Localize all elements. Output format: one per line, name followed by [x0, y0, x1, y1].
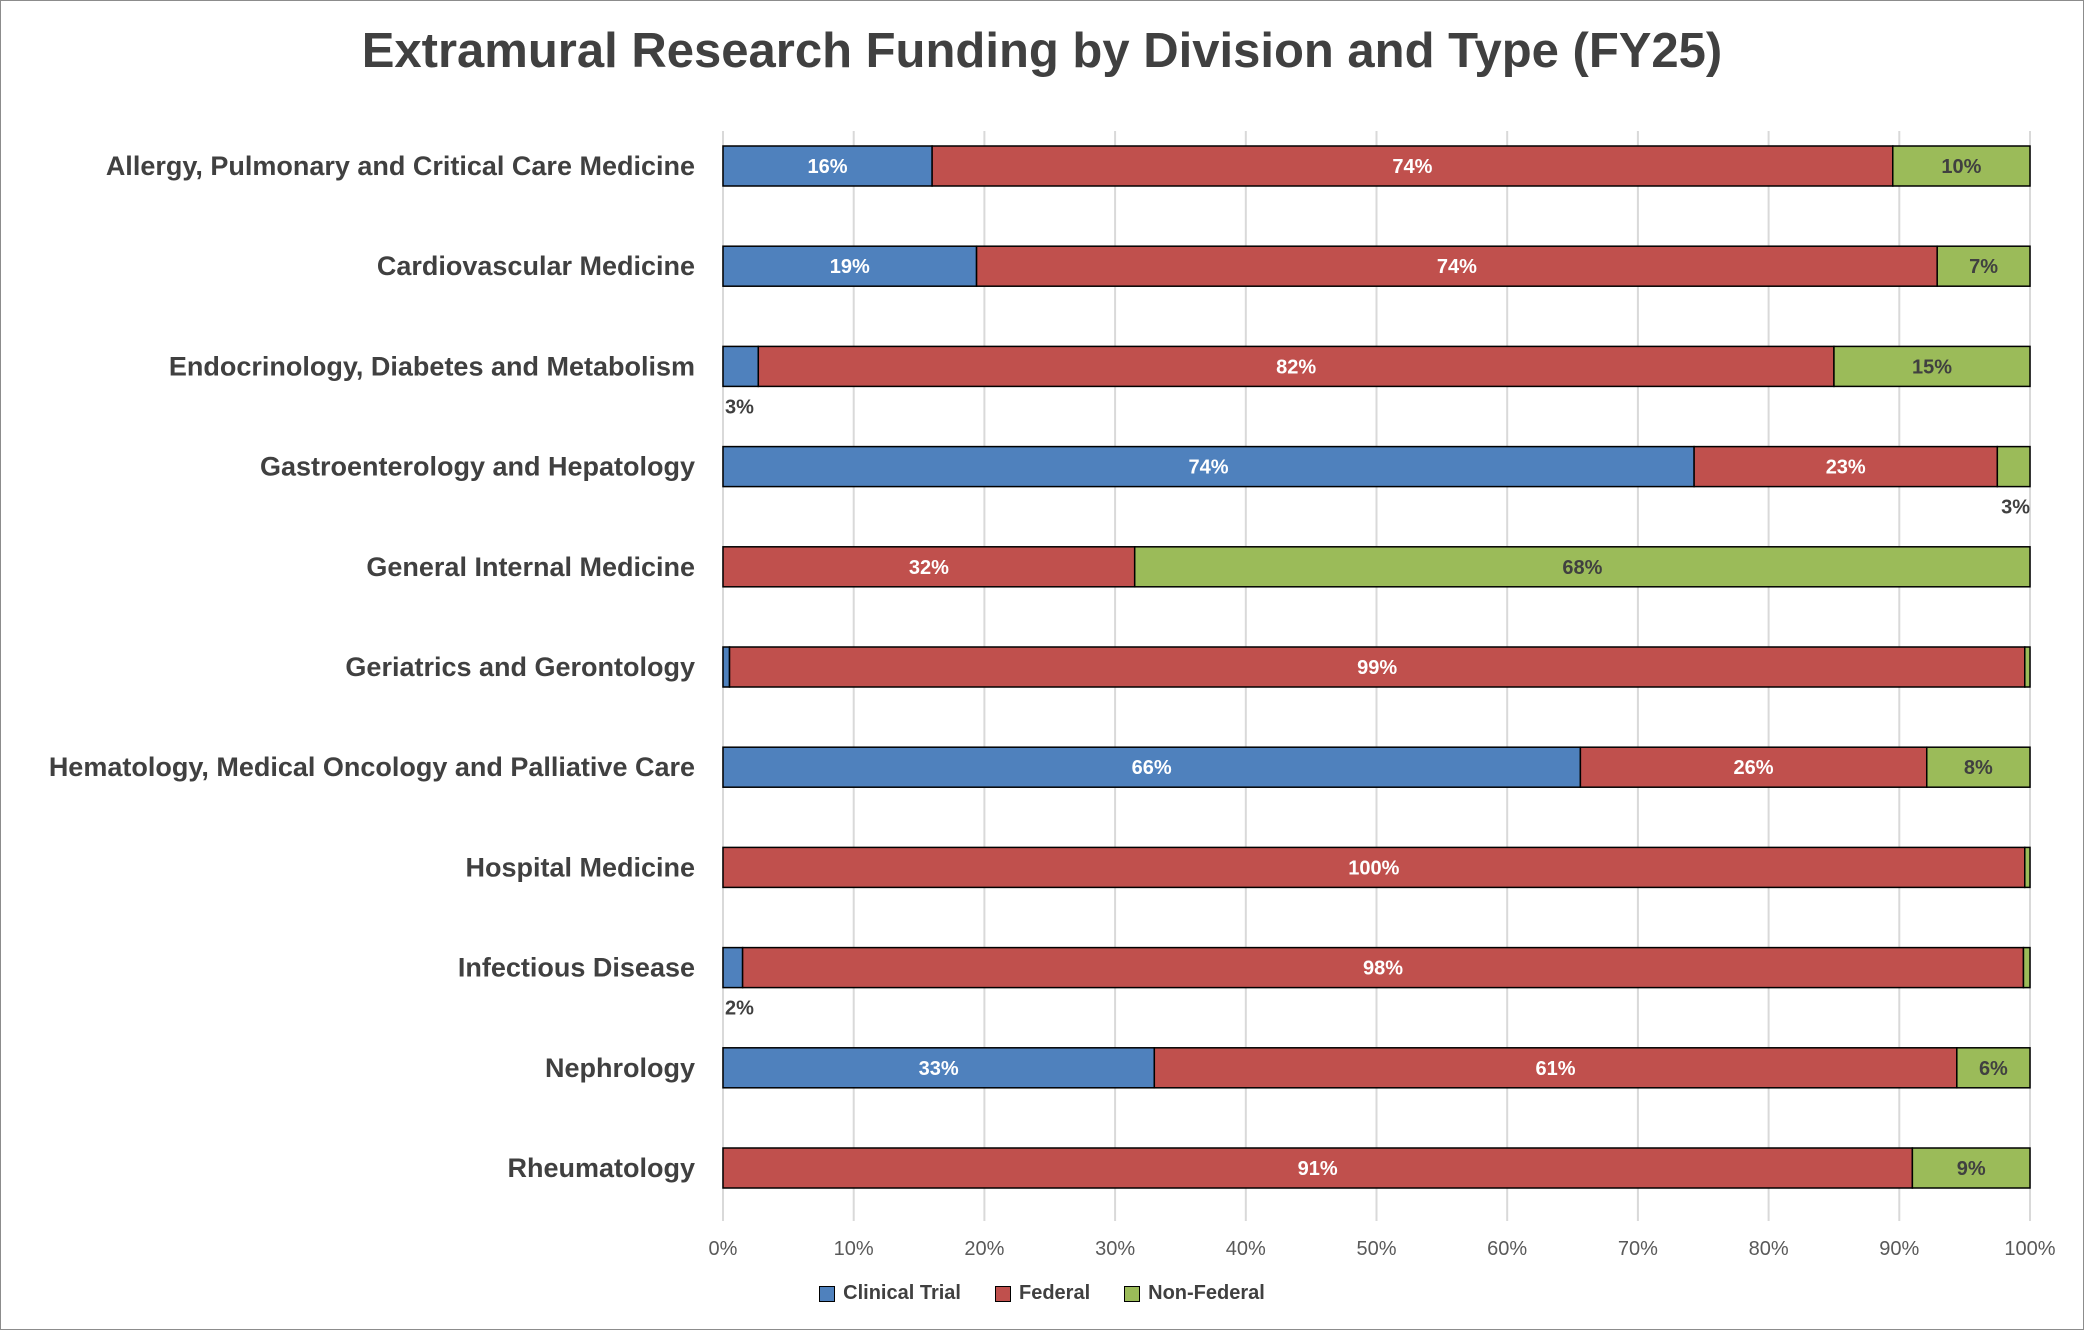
x-tick-label: 10% — [834, 1238, 874, 1260]
data-label: 33% — [919, 1058, 959, 1080]
bar-segment-federal — [722, 846, 2026, 889]
bar-segment-federal — [722, 546, 1136, 588]
x-tick-label: 80% — [1749, 1238, 1789, 1260]
x-tick-label: 0% — [709, 1238, 738, 1260]
category-label: Allergy, Pulmonary and Critical Care Med… — [106, 151, 695, 181]
data-label: 9% — [1957, 1158, 1986, 1180]
legend-label: Federal — [1018, 1282, 1091, 1304]
legend-item: Federal — [994, 1282, 1091, 1305]
data-label: 82% — [1276, 356, 1316, 378]
bar-segment-federal — [1693, 445, 1999, 488]
data-label: 91% — [1298, 1158, 1338, 1180]
legend-swatch — [1124, 1285, 1141, 1302]
data-label: 74% — [1392, 156, 1432, 178]
bar-segment-federal — [741, 946, 2025, 989]
data-label: 3% — [725, 396, 754, 418]
category-label: Infectious Disease — [458, 953, 695, 983]
data-label: 2% — [725, 998, 754, 1020]
x-tick-label: 60% — [1487, 1238, 1527, 1260]
x-tick-label: 30% — [1095, 1238, 1135, 1260]
category-label: Endocrinology, Diabetes and Metabolism — [169, 351, 695, 381]
data-label: 74% — [1189, 457, 1229, 479]
x-tick-label: 50% — [1356, 1238, 1396, 1260]
x-tick-label: 70% — [1618, 1238, 1658, 1260]
data-label: 10% — [1941, 156, 1981, 178]
bar-segment-non-federal — [1925, 746, 2031, 788]
bar-segment-non-federal — [1892, 145, 2031, 187]
legend: Clinical Trial Federal Non-Federal — [1, 1282, 2083, 1305]
category-label: Nephrology — [545, 1053, 695, 1083]
bar-segment-non-federal — [2024, 646, 2031, 688]
category-label: Geriatrics and Gerontology — [345, 652, 695, 682]
data-label: 8% — [1964, 757, 1993, 779]
chart-title: Extramural Research Funding by Division … — [361, 24, 1723, 78]
data-label: 26% — [1734, 757, 1774, 779]
category-label: Gastroenterology and Hepatology — [260, 452, 695, 482]
data-label: 15% — [1912, 356, 1952, 378]
bar-segment-non-federal — [1956, 1047, 2031, 1089]
bar-segment-non-federal — [1911, 1147, 2031, 1189]
data-label: 23% — [1826, 457, 1866, 479]
legend-item: Non-Federal — [1124, 1282, 1265, 1305]
x-tick-label: 40% — [1226, 1238, 1266, 1260]
data-label: 19% — [830, 256, 870, 278]
category-label: Hospital Medicine — [465, 852, 695, 882]
legend-item: Clinical Trial — [819, 1282, 961, 1305]
bar-segment-non-federal — [2024, 846, 2031, 889]
data-label: 16% — [808, 156, 848, 178]
data-label: 6% — [1979, 1058, 2008, 1080]
x-tick-label: 90% — [1879, 1238, 1919, 1260]
legend-label: Clinical Trial — [843, 1282, 961, 1304]
x-tick-label: 100% — [2004, 1238, 2055, 1260]
data-label: 32% — [909, 557, 949, 579]
bar-segment-federal — [728, 646, 2026, 688]
bar-segment-federal — [1579, 746, 1928, 788]
bar-segment-federal — [757, 345, 1835, 388]
bar-segment-federal — [1153, 1047, 1958, 1089]
data-label: 3% — [2001, 497, 2030, 519]
data-label: 100% — [1348, 857, 1399, 879]
category-label: Cardiovascular Medicine — [377, 251, 695, 281]
bar-segment-clinical-trial — [722, 345, 760, 388]
legend-swatch — [819, 1285, 836, 1302]
data-label: 98% — [1363, 958, 1403, 980]
bar-segment-non-federal — [1833, 345, 2031, 388]
legend-label: Non-Federal — [1148, 1282, 1265, 1304]
x-tick-label: 20% — [964, 1238, 1004, 1260]
data-label: 61% — [1536, 1058, 1576, 1080]
data-label: 7% — [1969, 256, 1998, 278]
category-label: General Internal Medicine — [366, 552, 695, 582]
bar-segment-clinical-trial — [722, 946, 744, 989]
data-label: 66% — [1132, 757, 1172, 779]
category-label: Hematology, Medical Oncology and Palliat… — [49, 752, 695, 782]
bar-segment-non-federal — [1996, 445, 2031, 488]
data-label: 99% — [1357, 657, 1397, 679]
bar-segment-non-federal — [2022, 946, 2031, 989]
data-label: 68% — [1562, 557, 1602, 579]
bar-segment-clinical-trial — [722, 746, 1582, 788]
bar-segment-non-federal — [1133, 546, 2031, 588]
legend-swatch — [994, 1285, 1011, 1302]
category-label: Rheumatology — [507, 1153, 695, 1183]
bar-segment-non-federal — [1936, 245, 2031, 287]
data-label: 74% — [1437, 256, 1477, 278]
bar-segment-clinical-trial — [722, 646, 731, 688]
